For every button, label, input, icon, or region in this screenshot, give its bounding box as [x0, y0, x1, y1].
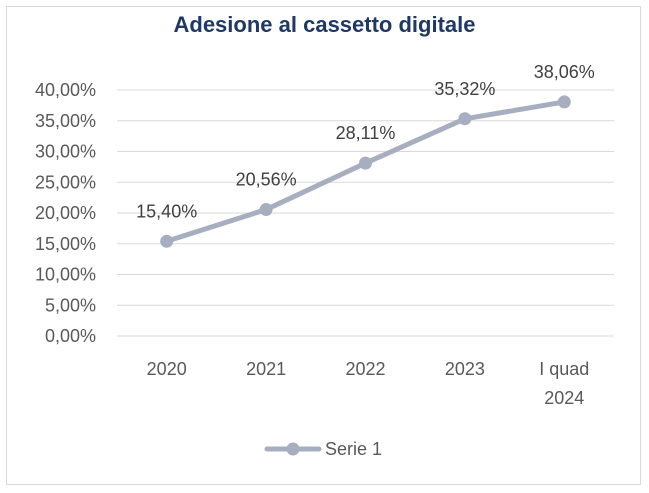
x-tick-label: 2023 [445, 359, 485, 379]
data-labels: 15,40% 20,56% 28,11% 35,32% 38,06% [136, 62, 595, 221]
y-tick-label: 20,00% [35, 203, 96, 223]
data-point [557, 95, 571, 109]
data-point [160, 234, 174, 248]
x-axis-ticks: 2020 2021 2022 2023 I quad 2024 [147, 359, 590, 408]
y-tick-label: 40,00% [35, 80, 96, 100]
y-tick-label: 15,00% [35, 234, 96, 254]
x-tick-label: I quad [539, 359, 589, 379]
data-point [359, 156, 372, 170]
y-tick-label: 35,00% [35, 111, 96, 131]
y-tick-label: 10,00% [35, 265, 96, 285]
data-label: 35,32% [434, 79, 495, 99]
y-tick-label: 0,00% [45, 326, 96, 346]
data-point [259, 203, 273, 217]
chart-area [6, 6, 641, 485]
data-label: 28,11% [336, 123, 396, 143]
x-tick-label: 2020 [147, 359, 187, 379]
x-tick-label: 2022 [345, 359, 385, 379]
data-point [458, 112, 472, 126]
x-tick-label: 2021 [246, 359, 286, 379]
y-tick-label: 25,00% [35, 172, 96, 192]
y-axis-ticks: 0,00% 5,00% 10,00% 15,00% 20,00% 25,00% 30,00%… [35, 80, 96, 346]
legend-label: Serie 1 [325, 439, 382, 459]
chart-title: Adesione al cassetto digitale [173, 12, 476, 37]
y-tick-label: 30,00% [35, 142, 96, 162]
y-tick-label: 5,00% [45, 295, 96, 315]
data-label: 20,56% [236, 170, 297, 190]
series-serie-1 [160, 95, 571, 248]
legend: Serie 1 [264, 439, 382, 459]
data-label: 38,06% [534, 62, 595, 82]
data-label: 15,40% [136, 201, 197, 221]
x-tick-label: 2024 [544, 388, 584, 408]
legend-marker [286, 442, 300, 456]
gridlines [117, 89, 614, 337]
